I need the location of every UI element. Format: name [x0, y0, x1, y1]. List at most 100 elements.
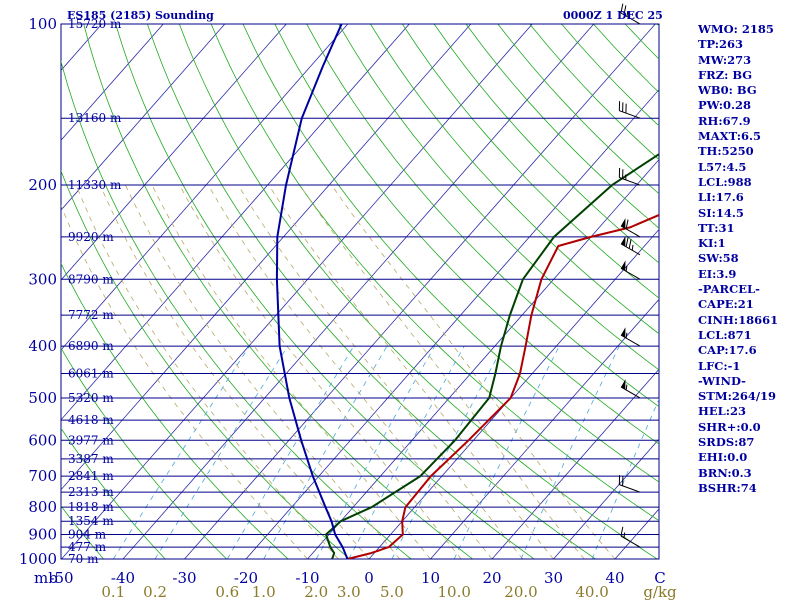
index-item: SW:58 [698, 251, 739, 266]
wind-barb-half-flag [626, 11, 629, 17]
wind-barb [618, 101, 641, 119]
isotherm-line [184, 24, 656, 559]
height-label: 8790 m [68, 272, 114, 286]
mixing-ratio-label: 10.0 [437, 583, 470, 600]
index-item: FRZ: BG [698, 67, 753, 82]
valid-time: 0000Z 1 DEC 25 [563, 9, 663, 22]
isotherm-line [61, 24, 226, 211]
index-item: WB0: BG [698, 83, 757, 98]
mixing-ratio-line [154, 345, 289, 559]
temperature-unit-label: C [654, 569, 665, 587]
wind-barb-half-flag [625, 265, 628, 272]
height-label: 70 m [68, 552, 99, 566]
dewpoint-line [325, 153, 659, 559]
isotherm-line [307, 158, 659, 559]
wind-barb [620, 3, 641, 25]
wind-barb-pennant [620, 379, 626, 390]
profile-curves [275, 24, 659, 559]
index-item: CAPE:21 [698, 297, 754, 312]
wind-barb [620, 327, 641, 347]
index-item: -WIND- [698, 373, 746, 388]
wind-barb [618, 475, 641, 493]
mixing-ratio-label: 5.0 [380, 583, 404, 600]
index-item: STM:264/19 [698, 389, 777, 404]
wind-barb-half-flag [623, 532, 626, 538]
wind-barb-flag [620, 3, 624, 14]
mixing-ratio-label: 20.0 [504, 583, 537, 600]
index-item: SI:14.5 [698, 205, 744, 220]
wind-barb-pennant [620, 327, 626, 338]
index-item: LCL:988 [698, 174, 752, 189]
wind-barb-staff [620, 267, 641, 280]
moist-adiabat-line [151, 184, 431, 559]
index-item: HEL:23 [698, 404, 746, 419]
wind-barb-pennant [620, 235, 626, 247]
temperature-tick-label: 20 [482, 569, 501, 587]
wind-barb [618, 168, 641, 186]
mixing-ratio-label: 1.0 [252, 583, 276, 600]
height-label: 904 m [68, 528, 107, 542]
axis-labels: 15720 m 13160 m 11330 m 9920 m 8790 m 7772 m 6… [19, 15, 677, 600]
pressure-tick-label: 400 [28, 337, 57, 355]
temperature-tick-label: 40 [605, 569, 624, 587]
index-item: TP:263 [698, 37, 744, 52]
pressure-tick-label: 1000 [19, 550, 57, 568]
wind-barb-flag [625, 237, 629, 247]
wind-barb [620, 218, 641, 238]
isotherm-line [122, 24, 595, 559]
wind-barb-pennant [620, 218, 626, 229]
mixing-ratio-label: 0.1 [101, 583, 125, 600]
mixing-ratio-label: g/kg [643, 583, 677, 600]
index-item: CINH:18661 [698, 312, 779, 327]
moist-adiabat-line [268, 184, 554, 559]
height-label: 11330 m [68, 178, 122, 192]
height-label: 5320 m [68, 391, 114, 405]
grid-lines [61, 24, 659, 559]
wind-barb-flag [625, 219, 629, 229]
moist-adiabat-line [61, 204, 308, 559]
isotherm-line [61, 24, 349, 351]
wind-barb [620, 526, 641, 548]
height-label: 7772 m [68, 308, 114, 322]
pressure-tick-label: 600 [28, 431, 57, 449]
isotherm-line [491, 368, 659, 559]
height-label: 3977 m [68, 433, 114, 447]
temperature-tick-label: 10 [421, 569, 440, 587]
wind-barb-staff [620, 535, 641, 548]
index-item: SHR+:0.0 [698, 419, 761, 434]
height-label: 13160 m [68, 111, 122, 125]
mixing-ratio-line [348, 345, 465, 559]
moist-adiabat-line [99, 184, 370, 559]
wind-barb-flag [620, 526, 624, 537]
mixing-ratio-label: 0.2 [143, 583, 167, 600]
isotherm-line [245, 89, 659, 559]
isotherm-line [61, 24, 410, 421]
temperature-tick-label: -10 [295, 569, 319, 587]
isotherm-line [61, 24, 287, 281]
isotherm-line [61, 24, 164, 141]
wind-barb-staff [619, 110, 641, 119]
wind-barb [620, 260, 641, 280]
wind-barb-half-flag [631, 244, 634, 251]
index-item: BRN:0.3 [698, 465, 752, 480]
index-item: LI:17.6 [698, 190, 744, 205]
index-item: EI:3.9 [698, 266, 737, 281]
mixing-ratio-line [453, 345, 560, 559]
index-item: SRDS:87 [698, 435, 755, 450]
mixing-ratio-line [520, 345, 620, 559]
index-item: EHI:0.0 [698, 450, 748, 465]
stability-indices-panel: WMO: 2185 TP:263 MW:273 FRZ: BG WB0: BG PW:0.… [698, 22, 798, 496]
wind-barb-staff [620, 243, 641, 256]
temperature-tick-label: -20 [234, 569, 258, 587]
height-label: 2313 m [68, 485, 114, 499]
wind-barb-pennant [620, 260, 626, 271]
wind-barb [620, 379, 641, 399]
height-label: 3387 m [68, 452, 114, 466]
wind-barb-half-flag [625, 384, 628, 391]
wind-barb-staff [619, 484, 641, 493]
index-item: LFC:-1 [698, 358, 741, 373]
index-item: -PARCEL- [698, 282, 760, 297]
isotherm-line [61, 24, 472, 491]
index-item: TT:31 [698, 220, 735, 235]
